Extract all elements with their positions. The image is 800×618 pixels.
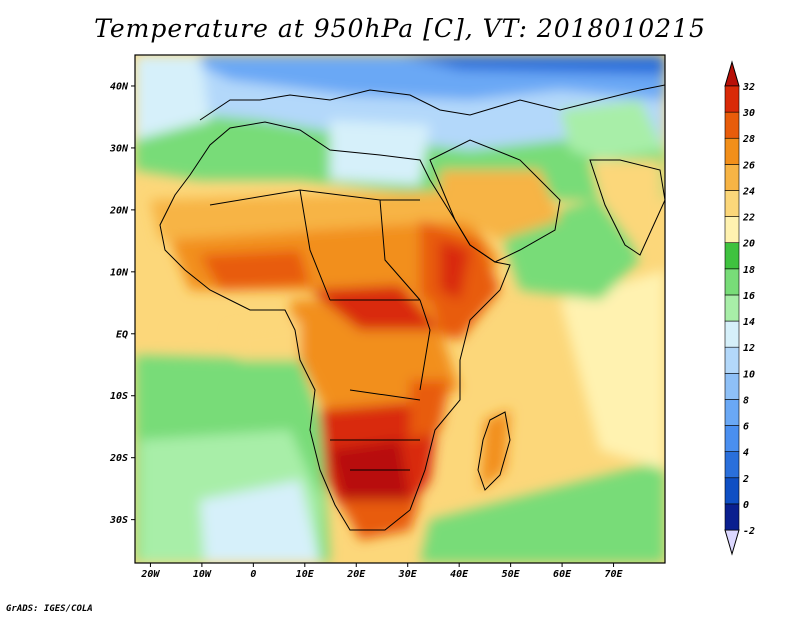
- colorbar-label: 32: [742, 82, 755, 93]
- colorbar-label: 16: [743, 291, 755, 302]
- colorbar-label: 26: [742, 160, 755, 171]
- colorbar-label: 0: [743, 500, 749, 511]
- field-madagascar: [480, 410, 510, 490]
- credit-text: GrADS: IGES/COLA: [6, 604, 93, 614]
- colorbar-label: 6: [743, 422, 749, 433]
- field-atlantic-north-cool: [135, 55, 210, 140]
- colorbar-low-extension: [724, 529, 740, 556]
- lon-label: 60E: [553, 569, 572, 580]
- field-north-cold: [400, 55, 665, 75]
- field-kalahari: [330, 440, 410, 510]
- lon-label: 30E: [398, 569, 418, 580]
- coastlines: [159, 84, 665, 531]
- colorbar-label: 22: [742, 213, 755, 224]
- arabia-coastline: [429, 139, 561, 263]
- colorbar-segment: [724, 216, 740, 244]
- colorbar-segment: [724, 320, 740, 348]
- field-indian-east: [560, 270, 665, 470]
- lat-label: 30S: [109, 515, 128, 526]
- field-gulf-guinea: [230, 320, 300, 360]
- colorbar-segment: [724, 190, 740, 217]
- africa-borders: [209, 189, 431, 471]
- colorbar-high-extension: [724, 60, 740, 87]
- colorbar-segment: [724, 137, 740, 165]
- colorbar-segment: [724, 85, 740, 113]
- lat-label: 40N: [110, 81, 129, 92]
- colorbar-segment: [724, 399, 740, 426]
- colorbar-segment: [724, 294, 740, 322]
- lat-label: 10N: [110, 267, 129, 278]
- colorbar-label: 2: [742, 474, 749, 485]
- lon-label: 0: [250, 569, 256, 580]
- colorbar-label: 8: [743, 395, 749, 406]
- colorbar-label: 18: [743, 265, 755, 276]
- colorbar-label: 30: [742, 108, 755, 119]
- lat-label: EQ: [116, 329, 128, 340]
- field-mozambique-hot: [410, 380, 450, 440]
- field-arabia: [440, 170, 560, 240]
- map-title: Temperature at 950hPa [C], VT: 201801021…: [94, 14, 706, 43]
- longitude-labels: 20W 10W 0 10E 20E 30E 40E 50E 60E 70E: [140, 563, 624, 580]
- lat-label: 30N: [109, 143, 129, 154]
- field-india-north: [560, 100, 665, 160]
- field-horn: [440, 240, 470, 300]
- latitude-labels: 40N 30N 20N 10N EQ 10S 20S 30S: [109, 81, 135, 526]
- lon-label: 50E: [502, 569, 521, 580]
- colorbar-segment: [724, 372, 740, 400]
- colorbar-label: 10: [743, 369, 755, 380]
- lon-label: 10E: [296, 569, 315, 580]
- colorbar-segment: [724, 111, 740, 139]
- field-west-africa-hot: [200, 250, 310, 290]
- lon-label: 20E: [346, 569, 366, 580]
- lon-label: 10W: [193, 569, 212, 580]
- africa-coastline: [159, 121, 511, 531]
- colorbar-segment: [724, 425, 740, 452]
- lat-label: 20N: [109, 205, 129, 216]
- field-benguela: [200, 480, 320, 563]
- lon-label: 20W: [140, 569, 160, 580]
- colorbar-label: 12: [743, 343, 755, 354]
- colorbar-segment: [724, 477, 740, 505]
- india-coastline: [589, 159, 665, 256]
- plot-frame: [134, 54, 666, 564]
- lon-label: 70E: [605, 569, 624, 580]
- colorbar-label: 4: [743, 448, 749, 459]
- colorbar-label: 28: [742, 134, 755, 145]
- europe-coastline: [199, 84, 665, 121]
- colorbar-label: 20: [742, 239, 755, 250]
- madagascar-coastline: [477, 411, 511, 491]
- colorbar-label: -2: [743, 526, 755, 537]
- lat-label: 20S: [109, 453, 128, 464]
- field-congo-hot: [310, 285, 440, 330]
- colorbar-segment: [724, 268, 740, 296]
- lat-label: 10S: [110, 391, 128, 402]
- colorbar-segment: [724, 164, 740, 191]
- colorbar-segment: [724, 346, 740, 374]
- field-libya-cool: [330, 120, 430, 185]
- colorbar-segment: [724, 242, 740, 270]
- colorbar-segment: [724, 503, 740, 531]
- temperature-field: [135, 55, 665, 563]
- lon-label: 40E: [450, 569, 469, 580]
- colorbar-label: 14: [743, 317, 755, 328]
- colorbar-segment: [724, 451, 740, 479]
- field-indian-south: [420, 460, 665, 563]
- field-india: [590, 160, 665, 270]
- colorbar-label: 24: [742, 186, 755, 197]
